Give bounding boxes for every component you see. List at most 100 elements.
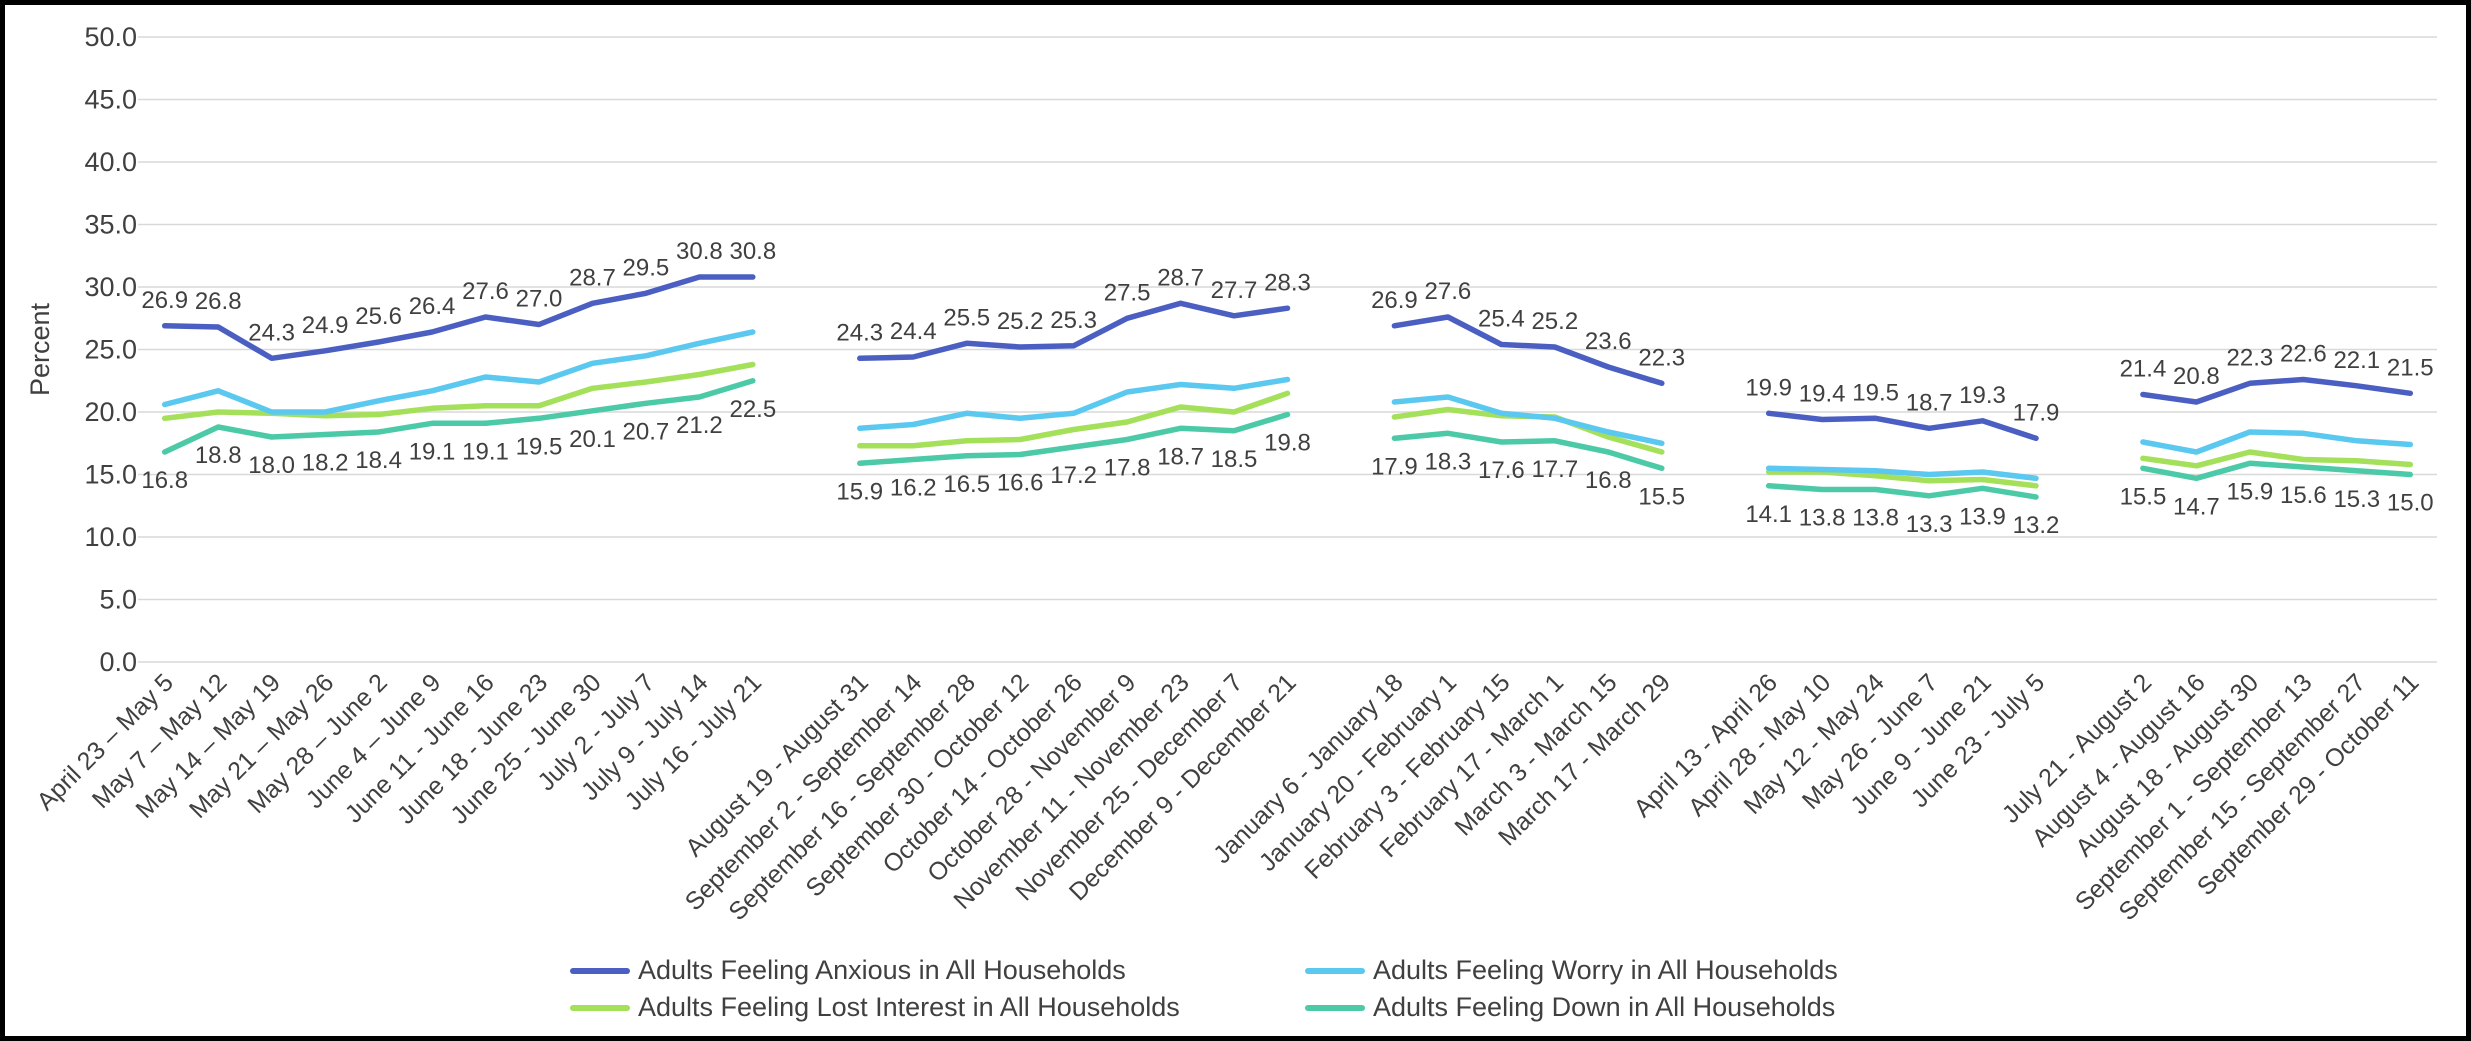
series-line-adults-feeling-anxious-in-all-households <box>1765 410 2039 442</box>
data-label-down: 15.5 <box>2120 483 2167 510</box>
data-label-anxious: 22.1 <box>2333 347 2380 374</box>
y-axis-title: Percent <box>25 302 55 396</box>
data-label-down: 18.8 <box>195 442 242 469</box>
data-label-anxious: 23.6 <box>1585 328 1632 355</box>
data-label-down: 16.6 <box>997 470 1044 497</box>
y-tick-label: 40.0 <box>84 147 137 177</box>
data-label-anxious: 18.7 <box>1906 389 1953 416</box>
data-label-anxious: 28.7 <box>1157 264 1204 291</box>
data-label-anxious: 26.9 <box>1371 287 1418 314</box>
data-label-down: 19.5 <box>516 433 563 460</box>
data-label-down: 19.8 <box>1264 430 1311 457</box>
data-label-anxious: 26.8 <box>195 288 242 315</box>
data-label-anxious: 21.5 <box>2387 354 2434 381</box>
y-tick-label: 15.0 <box>84 460 137 490</box>
series-line-adults-feeling-down-in-all-households <box>1391 430 1665 472</box>
legend-item: Adults Feeling Worry in All Households <box>1305 955 1955 986</box>
data-label-anxious: 27.7 <box>1211 277 1258 304</box>
data-label-anxious: 25.6 <box>355 303 402 330</box>
data-label-down: 15.5 <box>1638 483 1685 510</box>
data-label-anxious: 25.2 <box>1531 308 1578 335</box>
data-label-anxious: 19.3 <box>1959 382 2006 409</box>
data-label-down: 14.7 <box>2173 493 2220 520</box>
data-label-down: 16.8 <box>1585 467 1632 494</box>
series-line-adults-feeling-worry-in-all-households <box>2140 429 2414 455</box>
data-label-down: 13.9 <box>1959 503 2006 530</box>
data-label-anxious: 24.3 <box>248 319 295 346</box>
data-label-anxious: 25.5 <box>943 304 990 331</box>
data-label-down: 19.1 <box>409 438 456 465</box>
series-line-adults-feeling-worry-in-all-households <box>1391 394 1665 447</box>
legend: Adults Feeling Anxious in All Households… <box>570 955 1970 1023</box>
data-label-anxious: 21.4 <box>2120 356 2167 383</box>
y-tick-label: 50.0 <box>84 22 137 52</box>
legend-swatch <box>1305 1004 1365 1011</box>
data-label-down: 18.0 <box>248 452 295 479</box>
legend-item: Adults Feeling Down in All Households <box>1305 992 1955 1023</box>
data-label-anxious: 22.3 <box>2227 344 2274 371</box>
data-label-down: 14.1 <box>1745 501 1792 528</box>
data-label-anxious: 25.3 <box>1050 307 1097 334</box>
data-label-anxious: 19.5 <box>1852 379 1899 406</box>
data-label-anxious: 24.3 <box>836 319 883 346</box>
data-labels: 26.9 26.824.3 24.9 25.6 26.427.6 27.028.7 29.5… <box>141 238 2433 539</box>
x-category-label: February 3 - February 15 <box>1299 668 1515 884</box>
data-label-anxious: 29.5 <box>623 254 670 281</box>
legend-label: Adults Feeling Lost Interest in All Hous… <box>638 992 1180 1022</box>
y-tick-label: 25.0 <box>84 335 137 365</box>
legend-item: Adults Feeling Lost Interest in All Hous… <box>570 992 1305 1023</box>
legend-swatch <box>570 1004 630 1011</box>
legend-item: Adults Feeling Anxious in All Households <box>570 955 1305 986</box>
data-label-down: 13.8 <box>1799 505 1846 532</box>
data-label-anxious: 22.6 <box>2280 341 2327 368</box>
data-label-down: 13.3 <box>1906 511 1953 538</box>
series-line-adults-feeling-worry-in-all-households <box>1765 465 2039 482</box>
data-label-down: 18.7 <box>1157 443 1204 470</box>
legend-swatch <box>1305 967 1365 974</box>
data-label-down: 17.8 <box>1104 455 1151 482</box>
data-label-down: 20.1 <box>569 426 616 453</box>
data-label-anxious: 27.6 <box>462 278 509 305</box>
data-label-anxious: 25.4 <box>1478 306 1525 333</box>
data-label-down: 17.2 <box>1050 462 1097 489</box>
y-tick-label: 5.0 <box>99 585 137 615</box>
line-chart: 0.0 5.0 10.0 15.0 20.0 25.0 30.0 35.0 40.0 45.0 50… <box>25 22 2437 926</box>
data-label-down: 16.8 <box>141 467 188 494</box>
data-label-anxious: 24.4 <box>890 318 937 345</box>
data-label-down: 21.2 <box>676 412 723 439</box>
series-lines <box>161 274 2414 500</box>
legend-swatch <box>570 967 630 974</box>
series-line-adults-feeling-anxious-in-all-households <box>2140 376 2414 405</box>
y-axis-tick-labels: 0.0 5.0 10.0 15.0 20.0 25.0 30.0 35.0 40.0 45.0 50… <box>84 22 137 677</box>
y-tick-label: 10.0 <box>84 522 137 552</box>
data-label-anxious: 17.9 <box>2013 399 2060 426</box>
data-label-down: 13.8 <box>1852 505 1899 532</box>
series-line-adults-feeling-down-in-all-households <box>857 411 1291 467</box>
data-label-down: 18.5 <box>1211 446 1258 473</box>
data-label-down: 16.5 <box>943 471 990 498</box>
y-tick-label: 45.0 <box>84 85 137 115</box>
legend-label: Adults Feeling Down in All Households <box>1373 992 1836 1022</box>
series-line-adults-feeling-worry-in-all-households <box>857 376 1291 432</box>
series-line-adults-feeling-anxious-in-all-households <box>1391 314 1665 387</box>
series-line-adults-feeling-lost-interest-in-all-households <box>2140 449 2414 469</box>
data-label-anxious: 22.3 <box>1638 344 1685 371</box>
series-line-adults-feeling-lost-interest-in-all-households <box>161 361 756 422</box>
y-tick-label: 20.0 <box>84 397 137 427</box>
data-label-down: 13.2 <box>2013 512 2060 539</box>
data-label-anxious: 30.8 <box>729 238 776 265</box>
data-label-anxious: 24.9 <box>302 312 349 339</box>
data-label-anxious: 19.4 <box>1799 381 1846 408</box>
data-label-down: 15.9 <box>836 478 883 505</box>
data-label-down: 15.3 <box>2333 486 2380 513</box>
data-label-down: 18.2 <box>302 450 349 477</box>
legend-label: Adults Feeling Worry in All Households <box>1373 955 1838 985</box>
data-label-down: 22.5 <box>729 396 776 423</box>
data-label-down: 15.0 <box>2387 490 2434 517</box>
gridlines <box>138 36 2437 663</box>
data-label-anxious: 28.3 <box>1264 269 1311 296</box>
data-label-down: 17.9 <box>1371 453 1418 480</box>
y-tick-label: 35.0 <box>84 210 137 240</box>
